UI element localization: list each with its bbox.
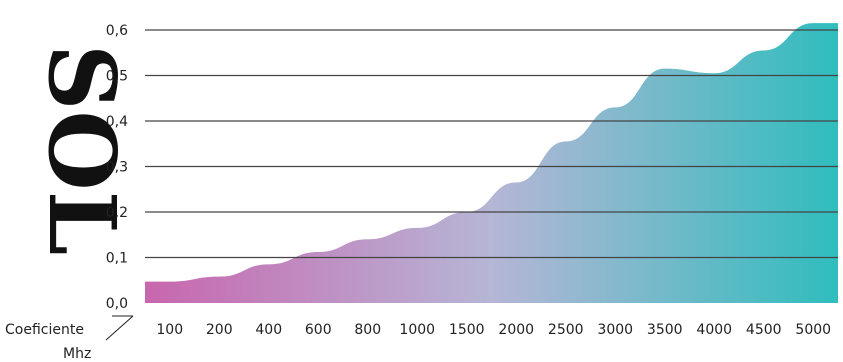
x-tick-label: 4500	[746, 322, 782, 338]
y-tick-label: 0,1	[106, 251, 128, 267]
x-tick-label: 2500	[548, 322, 584, 338]
x-tick-label: 3000	[597, 322, 633, 338]
x-tick-label: 1000	[399, 322, 435, 338]
y-tick-label: 0,0	[106, 296, 128, 312]
y-axis-label: Coeficiente	[5, 322, 84, 338]
x-tick-label: 5000	[795, 322, 831, 338]
x-tick-label: 400	[255, 322, 282, 338]
y-tick-label: 0,6	[106, 23, 128, 39]
y-tick-label: 0,4	[106, 114, 128, 130]
x-tick-label: 600	[305, 322, 332, 338]
x-tick-label: 2000	[498, 322, 534, 338]
x-tick-label: 3500	[647, 322, 683, 338]
y-tick-label: 0,3	[106, 160, 128, 176]
x-tick-label: 200	[206, 322, 233, 338]
x-tick-label: 1500	[449, 322, 485, 338]
x-tick-label: 100	[156, 322, 183, 338]
x-axis-label: Mhz	[63, 346, 91, 362]
y-tick-label: 0,5	[106, 69, 128, 85]
x-tick-label: 4000	[696, 322, 732, 338]
x-tick-label: 800	[354, 322, 381, 338]
area-series	[145, 23, 838, 304]
edge-cut-text: SOL	[28, 44, 136, 255]
axis-corner-divider	[105, 315, 134, 341]
y-tick-label: 0,2	[106, 205, 128, 221]
